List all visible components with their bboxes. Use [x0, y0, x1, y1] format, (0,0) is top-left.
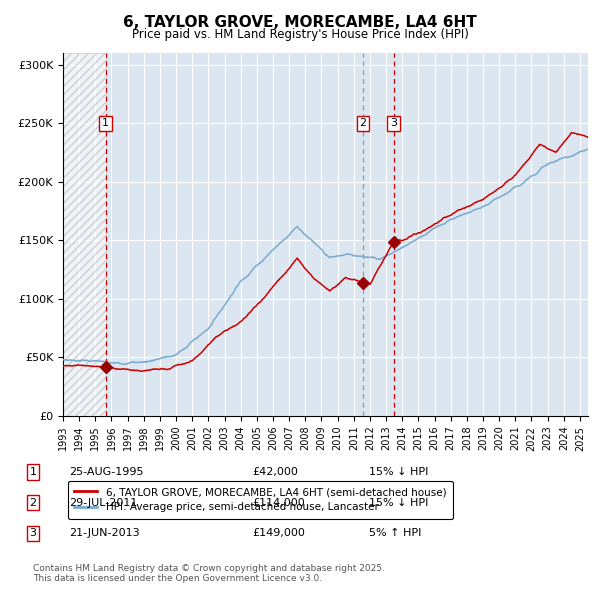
- Text: 6, TAYLOR GROVE, MORECAMBE, LA4 6HT: 6, TAYLOR GROVE, MORECAMBE, LA4 6HT: [123, 15, 477, 30]
- Text: 29-JUL-2011: 29-JUL-2011: [69, 498, 137, 507]
- Text: Contains HM Land Registry data © Crown copyright and database right 2025.
This d: Contains HM Land Registry data © Crown c…: [33, 563, 385, 583]
- Text: £42,000: £42,000: [252, 467, 298, 477]
- Bar: [63, 53, 106, 416]
- Text: 21-JUN-2013: 21-JUN-2013: [69, 529, 140, 538]
- Text: 15% ↓ HPI: 15% ↓ HPI: [369, 498, 428, 507]
- Text: 2: 2: [29, 498, 37, 507]
- Text: 3: 3: [390, 119, 397, 129]
- Text: 5% ↑ HPI: 5% ↑ HPI: [369, 529, 421, 538]
- Text: 2: 2: [359, 119, 367, 129]
- Text: 1: 1: [29, 467, 37, 477]
- Text: £114,000: £114,000: [252, 498, 305, 507]
- Text: 3: 3: [29, 529, 37, 538]
- Legend: 6, TAYLOR GROVE, MORECAMBE, LA4 6HT (semi-detached house), HPI: Average price, s: 6, TAYLOR GROVE, MORECAMBE, LA4 6HT (sem…: [68, 481, 452, 519]
- Text: £149,000: £149,000: [252, 529, 305, 538]
- Text: Price paid vs. HM Land Registry's House Price Index (HPI): Price paid vs. HM Land Registry's House …: [131, 28, 469, 41]
- Text: 15% ↓ HPI: 15% ↓ HPI: [369, 467, 428, 477]
- Text: 1: 1: [102, 119, 109, 129]
- Text: 25-AUG-1995: 25-AUG-1995: [69, 467, 143, 477]
